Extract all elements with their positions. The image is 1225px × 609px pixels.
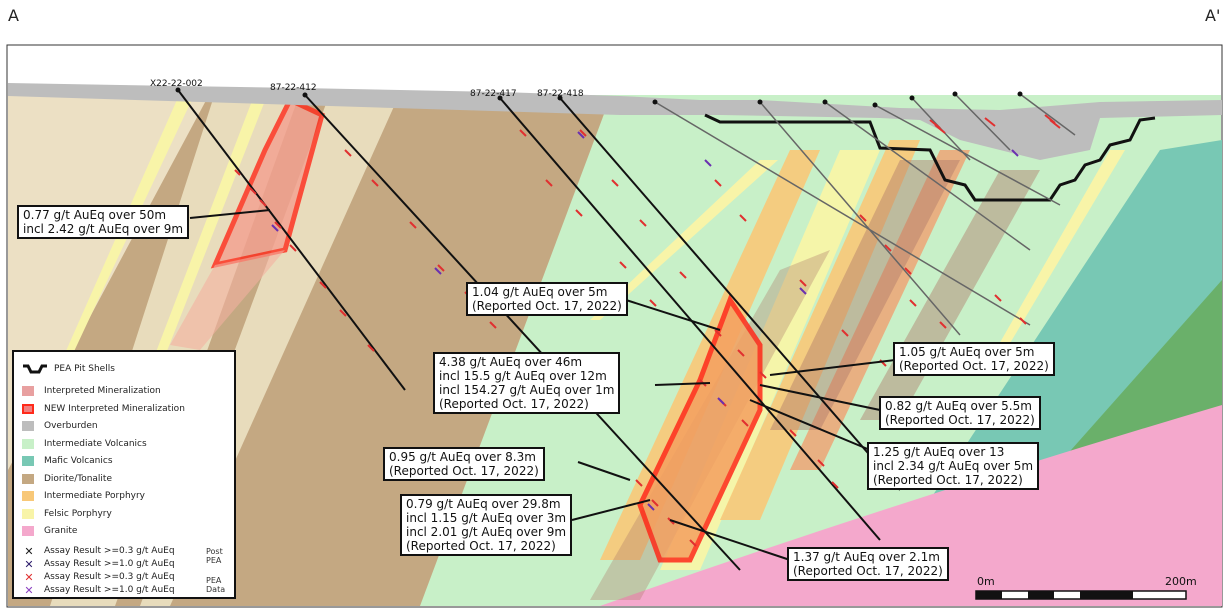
- callout-4: 0.82 g/t AuEq over 5.5m (Reported Oct. 17…: [879, 396, 1041, 430]
- legend-item-label: Mafic Volcanics: [44, 456, 113, 466]
- callout-2: 4.38 g/t AuEq over 46m incl 15.5 g/t AuEq…: [433, 352, 621, 414]
- legend-item: Diorite/Tonalite: [22, 472, 112, 486]
- porphyry-band-3: [720, 140, 920, 520]
- legend-swatch: [22, 403, 34, 414]
- legend-swatch: [22, 508, 34, 519]
- legend-assay-item: ✕ Assay Result >=1.0 g/t AuEq: [22, 583, 175, 597]
- legend-group-post-pea: Post PEA: [206, 547, 223, 565]
- granite-body: [600, 405, 1222, 606]
- drill-hole-87-22-412: [304, 94, 741, 571]
- mineralization-tail-left: [170, 250, 285, 350]
- legend-item: Intermediate Volcanics: [22, 437, 147, 451]
- legend-swatch: [22, 526, 34, 536]
- legend-item: Overburden: [22, 419, 98, 433]
- callout-7: 0.79 g/t AuEq over 29.8m incl 1.15 g/t Au…: [400, 494, 573, 556]
- legend-assay-item: ✕ Assay Result >=1.0 g/t AuEq: [22, 557, 175, 571]
- scale-bar: 0m 200m: [975, 575, 1197, 605]
- callout-5: 1.25 g/t AuEq over 13 incl 2.34 g/t AuEq …: [867, 442, 1040, 490]
- scale-bar-graphic: [975, 590, 1187, 600]
- legend-item-label: Granite: [44, 526, 78, 536]
- legend-swatch: [22, 421, 34, 431]
- section-start-label: A: [8, 6, 19, 25]
- legend-assay-label: Assay Result >=1.0 g/t AuEq: [44, 585, 175, 595]
- legend-assay-label: Assay Result >=0.3 g/t AuEq: [44, 546, 175, 556]
- section-end-label: A': [1205, 6, 1221, 25]
- callout-0: 0.77 g/t AuEq over 50m incl 2.42 g/t AuEq…: [17, 205, 190, 239]
- legend-item-label: Felsic Porphyry: [44, 508, 112, 519]
- assay-marker-icon: ✕: [24, 544, 34, 558]
- drill-hole-87-22-418: [559, 97, 901, 491]
- drill-hole-x22-22-002: [177, 89, 406, 391]
- legend-item-label: Diorite/Tonalite: [44, 473, 112, 484]
- pea-hole-7: [1019, 93, 1076, 136]
- callout-6: 0.95 g/t AuEq over 8.3m (Reported Oct. 17…: [383, 447, 545, 481]
- legend-item-label: Overburden: [44, 421, 98, 431]
- hole-label-1: X22-22-002: [150, 79, 203, 89]
- pea-hole-3: [824, 101, 1031, 251]
- legend-item-label: NEW Interpreted Mineralization: [44, 403, 185, 414]
- porphyry-band-4: [790, 150, 970, 470]
- assay-ticks-high: [271, 131, 1019, 511]
- pit-shell-icon: [23, 364, 47, 374]
- legend-swatch: [22, 386, 34, 396]
- legend-assay-item: ✕ Assay Result >=0.3 g/t AuEq: [22, 544, 175, 558]
- legend-item-label: Intermediate Porphyry: [44, 491, 146, 501]
- callout-3: 1.05 g/t AuEq over 5m (Reported Oct. 17, …: [893, 342, 1055, 376]
- felsic-band-right: [990, 150, 1125, 360]
- legend-swatch: [22, 473, 34, 484]
- scale-end-label: 200m: [1165, 575, 1197, 588]
- legend-pit-row: PEA Pit Shells: [22, 362, 115, 376]
- pea-hole-2: [759, 101, 961, 336]
- legend-item-label: Interpreted Mineralization: [44, 386, 161, 396]
- hole-label-4: 87-22-418: [537, 89, 584, 99]
- legend-item: Mafic Volcanics: [22, 454, 113, 468]
- legend-item: Intermediate Porphyry: [22, 489, 145, 503]
- legend-assay-label: Assay Result >=0.3 g/t AuEq: [44, 572, 175, 582]
- legend-item: Felsic Porphyry: [22, 507, 112, 521]
- assay-marker-icon: ✕: [24, 570, 34, 584]
- assay-marker-icon: ✕: [24, 557, 34, 571]
- pea-hole-4: [874, 104, 1061, 206]
- pea-hole-1: [654, 101, 1031, 326]
- callout-1: 1.04 g/t AuEq over 5m (Reported Oct. 17, …: [466, 282, 628, 316]
- drill-hole-87-22-417: [499, 97, 881, 541]
- legend-item: Granite: [22, 524, 77, 538]
- pea-hole-6: [954, 93, 1011, 151]
- assay-marker-icon: ✕: [24, 583, 34, 597]
- callout-leaders: [189, 209, 896, 561]
- legend-swatch: [22, 491, 34, 501]
- assay-ticks: [234, 114, 1061, 547]
- felsic-streak-2: [130, 93, 268, 420]
- hole-label-2: 87-22-412: [270, 83, 317, 93]
- legend-swatch: [22, 438, 34, 449]
- legend-swatch: [22, 456, 34, 466]
- scale-start-label: 0m: [977, 575, 995, 588]
- hole-label-3: 87-22-417: [470, 89, 517, 99]
- legend-assay-item: ✕ Assay Result >=0.3 g/t AuEq: [22, 570, 175, 584]
- callout-8: 1.37 g/t AuEq over 2.1m (Reported Oct. 17…: [787, 547, 949, 581]
- legend-item: Interpreted Mineralization: [22, 384, 161, 398]
- legend-item-label: Intermediate Volcanics: [44, 438, 147, 449]
- legend: PEA Pit Shells Interpreted Mineralizatio…: [12, 350, 236, 599]
- legend-assay-label: Assay Result >=1.0 g/t AuEq: [44, 559, 175, 569]
- legend-item: NEW Interpreted Mineralization: [22, 402, 185, 416]
- legend-pit-label: PEA Pit Shells: [54, 364, 115, 374]
- interpreted-mineralization-1: [770, 160, 960, 430]
- legend-group-pea-data: PEA Data: [206, 576, 226, 594]
